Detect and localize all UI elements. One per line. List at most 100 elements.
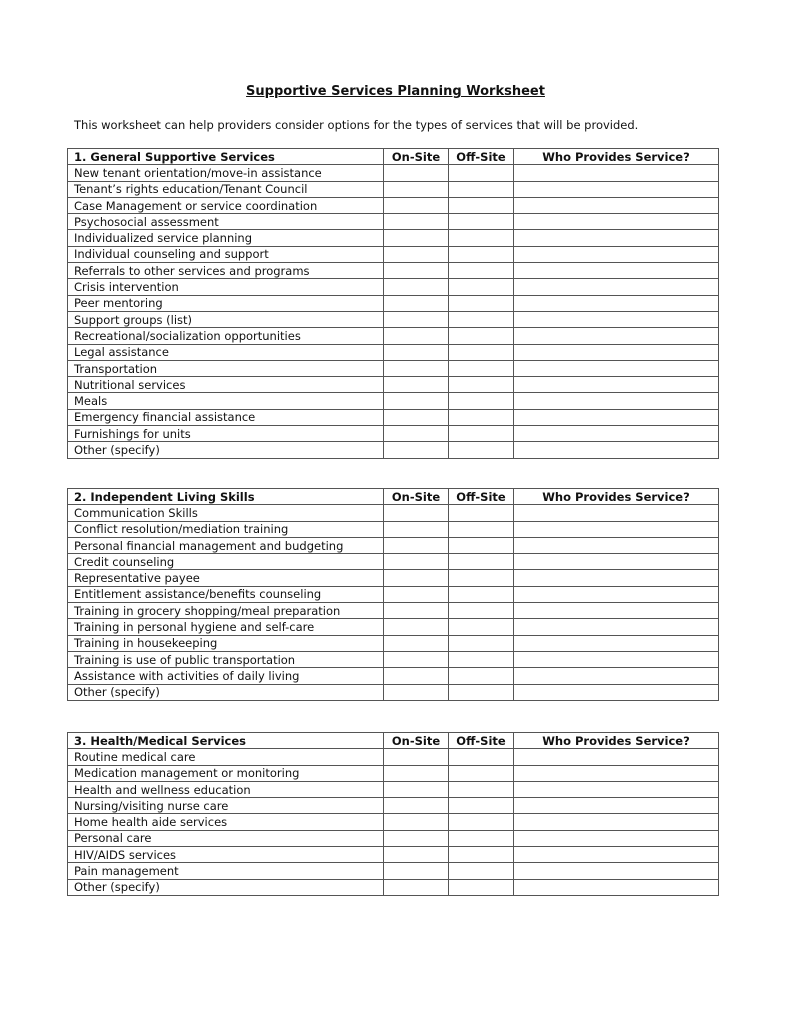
onsite-cell[interactable]	[383, 650, 449, 669]
offsite-cell[interactable]	[448, 846, 514, 864]
who-provides-cell[interactable]	[513, 278, 719, 296]
onsite-cell[interactable]	[383, 262, 449, 280]
onsite-cell[interactable]	[383, 180, 449, 198]
offsite-cell[interactable]	[448, 862, 514, 880]
offsite-cell[interactable]	[448, 634, 514, 652]
who-provides-cell[interactable]	[513, 441, 719, 459]
onsite-cell[interactable]	[383, 376, 449, 394]
offsite-cell[interactable]	[448, 536, 514, 555]
who-provides-cell[interactable]	[513, 229, 719, 247]
offsite-cell[interactable]	[448, 553, 514, 571]
who-provides-cell[interactable]	[513, 343, 719, 361]
onsite-cell[interactable]	[383, 196, 449, 215]
who-provides-cell[interactable]	[513, 667, 719, 685]
who-provides-cell[interactable]	[513, 569, 719, 587]
onsite-cell[interactable]	[383, 392, 449, 410]
who-provides-cell[interactable]	[513, 862, 719, 880]
who-provides-cell[interactable]	[513, 683, 719, 701]
offsite-cell[interactable]	[448, 602, 514, 620]
offsite-cell[interactable]	[448, 569, 514, 587]
onsite-cell[interactable]	[383, 683, 449, 701]
who-provides-cell[interactable]	[513, 585, 719, 604]
offsite-cell[interactable]	[448, 813, 514, 831]
onsite-cell[interactable]	[383, 553, 449, 571]
who-provides-cell[interactable]	[513, 650, 719, 669]
onsite-cell[interactable]	[383, 245, 449, 264]
who-provides-cell[interactable]	[513, 813, 719, 831]
who-provides-cell[interactable]	[513, 829, 719, 848]
onsite-cell[interactable]	[383, 862, 449, 880]
offsite-cell[interactable]	[448, 441, 514, 459]
who-provides-cell[interactable]	[513, 262, 719, 280]
onsite-cell[interactable]	[383, 441, 449, 459]
who-provides-cell[interactable]	[513, 846, 719, 864]
offsite-cell[interactable]	[448, 262, 514, 280]
onsite-cell[interactable]	[383, 520, 449, 538]
onsite-cell[interactable]	[383, 359, 449, 378]
offsite-cell[interactable]	[448, 392, 514, 410]
offsite-cell[interactable]	[448, 797, 514, 815]
onsite-cell[interactable]	[383, 213, 449, 231]
offsite-cell[interactable]	[448, 376, 514, 394]
onsite-cell[interactable]	[383, 569, 449, 587]
onsite-cell[interactable]	[383, 278, 449, 296]
offsite-cell[interactable]	[448, 180, 514, 198]
onsite-cell[interactable]	[383, 667, 449, 685]
offsite-cell[interactable]	[448, 229, 514, 247]
offsite-cell[interactable]	[448, 520, 514, 538]
offsite-cell[interactable]	[448, 748, 514, 766]
who-provides-cell[interactable]	[513, 748, 719, 766]
who-provides-cell[interactable]	[513, 764, 719, 782]
onsite-cell[interactable]	[383, 634, 449, 652]
onsite-cell[interactable]	[383, 829, 449, 848]
who-provides-cell[interactable]	[513, 520, 719, 538]
onsite-cell[interactable]	[383, 602, 449, 620]
who-provides-cell[interactable]	[513, 602, 719, 620]
who-provides-cell[interactable]	[513, 213, 719, 231]
onsite-cell[interactable]	[383, 764, 449, 782]
onsite-cell[interactable]	[383, 310, 449, 329]
who-provides-cell[interactable]	[513, 536, 719, 555]
offsite-cell[interactable]	[448, 245, 514, 264]
offsite-cell[interactable]	[448, 683, 514, 701]
who-provides-cell[interactable]	[513, 164, 719, 182]
who-provides-cell[interactable]	[513, 359, 719, 378]
onsite-cell[interactable]	[383, 618, 449, 636]
offsite-cell[interactable]	[448, 343, 514, 361]
onsite-cell[interactable]	[383, 748, 449, 766]
onsite-cell[interactable]	[383, 408, 449, 427]
who-provides-cell[interactable]	[513, 504, 719, 522]
who-provides-cell[interactable]	[513, 294, 719, 312]
offsite-cell[interactable]	[448, 278, 514, 296]
who-provides-cell[interactable]	[513, 797, 719, 815]
who-provides-cell[interactable]	[513, 553, 719, 571]
offsite-cell[interactable]	[448, 878, 514, 896]
offsite-cell[interactable]	[448, 585, 514, 604]
who-provides-cell[interactable]	[513, 376, 719, 394]
onsite-cell[interactable]	[383, 797, 449, 815]
offsite-cell[interactable]	[448, 294, 514, 312]
onsite-cell[interactable]	[383, 846, 449, 864]
who-provides-cell[interactable]	[513, 618, 719, 636]
who-provides-cell[interactable]	[513, 634, 719, 652]
offsite-cell[interactable]	[448, 650, 514, 669]
who-provides-cell[interactable]	[513, 780, 719, 799]
who-provides-cell[interactable]	[513, 408, 719, 427]
who-provides-cell[interactable]	[513, 878, 719, 896]
onsite-cell[interactable]	[383, 425, 449, 443]
offsite-cell[interactable]	[448, 196, 514, 215]
offsite-cell[interactable]	[448, 618, 514, 636]
offsite-cell[interactable]	[448, 164, 514, 182]
offsite-cell[interactable]	[448, 359, 514, 378]
onsite-cell[interactable]	[383, 504, 449, 522]
offsite-cell[interactable]	[448, 504, 514, 522]
onsite-cell[interactable]	[383, 164, 449, 182]
who-provides-cell[interactable]	[513, 425, 719, 443]
onsite-cell[interactable]	[383, 536, 449, 555]
who-provides-cell[interactable]	[513, 310, 719, 329]
onsite-cell[interactable]	[383, 878, 449, 896]
onsite-cell[interactable]	[383, 294, 449, 312]
who-provides-cell[interactable]	[513, 392, 719, 410]
offsite-cell[interactable]	[448, 327, 514, 345]
onsite-cell[interactable]	[383, 327, 449, 345]
